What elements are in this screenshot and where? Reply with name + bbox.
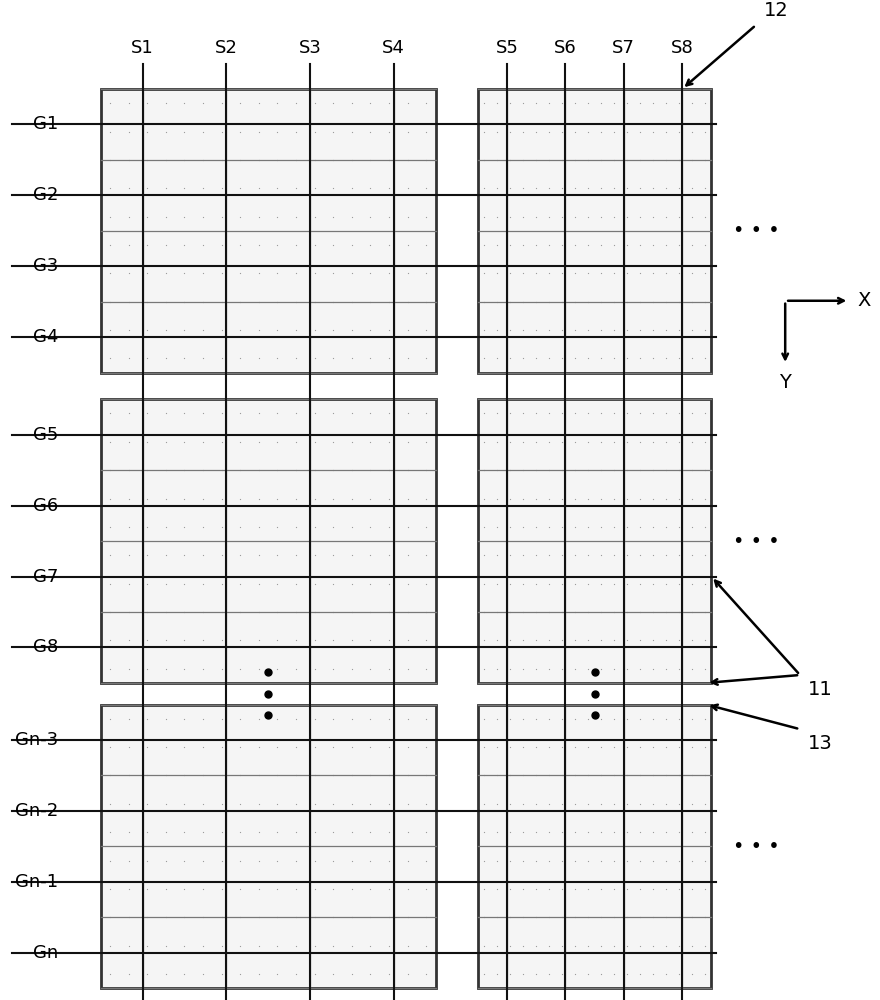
Text: • • •: • • • bbox=[733, 837, 780, 856]
Text: • • •: • • • bbox=[733, 221, 780, 240]
Text: G5: G5 bbox=[33, 426, 58, 444]
Text: S7: S7 bbox=[612, 39, 635, 57]
Text: S8: S8 bbox=[671, 39, 693, 57]
Text: • • •: • • • bbox=[733, 532, 780, 551]
Text: S5: S5 bbox=[495, 39, 518, 57]
Bar bbox=[478, 89, 711, 373]
Text: Gn-3: Gn-3 bbox=[15, 731, 58, 749]
Text: 11: 11 bbox=[808, 680, 832, 699]
Bar bbox=[100, 399, 436, 683]
Text: Gn: Gn bbox=[33, 944, 58, 962]
Text: S3: S3 bbox=[298, 39, 321, 57]
Text: S6: S6 bbox=[554, 39, 576, 57]
Text: S2: S2 bbox=[215, 39, 238, 57]
Bar bbox=[478, 399, 711, 683]
Text: Gn-1: Gn-1 bbox=[15, 873, 58, 891]
Text: S1: S1 bbox=[131, 39, 154, 57]
Text: X: X bbox=[857, 291, 870, 310]
Text: S4: S4 bbox=[382, 39, 405, 57]
Text: G7: G7 bbox=[33, 568, 58, 586]
Bar bbox=[478, 705, 711, 988]
Text: Gn-2: Gn-2 bbox=[15, 802, 58, 820]
Text: G6: G6 bbox=[33, 497, 58, 515]
Text: G1: G1 bbox=[33, 115, 58, 133]
Text: G3: G3 bbox=[33, 257, 58, 275]
Bar bbox=[100, 89, 436, 373]
Text: 13: 13 bbox=[808, 734, 832, 753]
Text: G2: G2 bbox=[33, 186, 58, 204]
Text: Y: Y bbox=[780, 373, 791, 392]
Text: 12: 12 bbox=[764, 1, 788, 20]
Text: G4: G4 bbox=[33, 328, 58, 346]
Text: G8: G8 bbox=[33, 638, 58, 656]
Bar bbox=[100, 705, 436, 988]
